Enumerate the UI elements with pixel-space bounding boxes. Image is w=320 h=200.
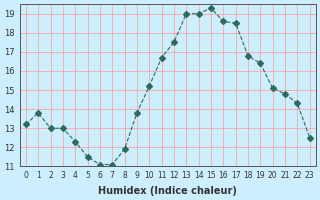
X-axis label: Humidex (Indice chaleur): Humidex (Indice chaleur) xyxy=(98,186,237,196)
